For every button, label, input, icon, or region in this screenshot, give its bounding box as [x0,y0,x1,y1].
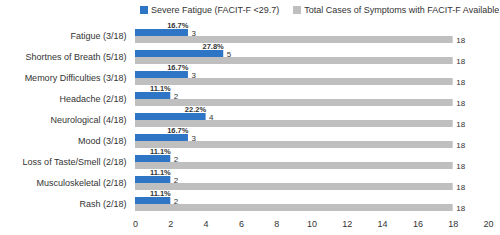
svg-text:4: 4 [209,113,214,122]
svg-text:11.1%: 11.1% [150,147,171,156]
svg-text:18: 18 [456,99,465,108]
html-text:Total Cases of Symptoms with F: Total Cases of Symptoms with FACIT-F Ava… [304,4,500,15]
svg-text:16.7%: 16.7% [167,63,189,72]
svg-text:18: 18 [456,36,465,45]
svg-text:10: 10 [307,219,317,229]
svg-text:18: 18 [456,204,465,213]
svg-text:22.2%: 22.2% [185,105,207,114]
svg-text:Fatigue (3/18): Fatigue (3/18) [70,31,126,41]
svg-text:20: 20 [483,219,493,229]
svg-text:6: 6 [239,219,244,229]
svg-text:Loss of Taste/Smell (2/18): Loss of Taste/Smell (2/18) [23,157,127,167]
svg-text:16.7%: 16.7% [167,126,189,135]
svg-text:0: 0 [133,219,138,229]
svg-text:18: 18 [456,141,465,150]
svg-text:18: 18 [456,162,465,171]
svg-text:11.1%: 11.1% [150,168,171,177]
svg-text:11.1%: 11.1% [150,189,171,198]
svg-text:2: 2 [174,92,179,101]
svg-text:2: 2 [174,176,179,185]
svg-text:3: 3 [191,71,196,80]
svg-text:3: 3 [191,134,196,143]
html-text:Severe Fatigue (FACIT-F <29.7): Severe Fatigue (FACIT-F <29.7) [151,4,280,15]
svg-text:18: 18 [456,183,465,192]
svg-text:12: 12 [342,219,352,229]
svg-text:2: 2 [174,155,179,164]
svg-text:Memory Difficulties (3/18): Memory Difficulties (3/18) [25,73,127,83]
svg-text:18: 18 [456,78,465,87]
svg-text:Shortnes of Breath (5/18): Shortnes of Breath (5/18) [25,52,126,62]
svg-text:16: 16 [413,219,423,229]
svg-text:16.7%: 16.7% [167,21,189,30]
svg-text:Musculoskeletal (2/18): Musculoskeletal (2/18) [36,178,126,188]
svg-text:3: 3 [191,29,196,38]
svg-text:18: 18 [448,219,458,229]
svg-text:2: 2 [168,219,173,229]
svg-text:Rash (2/18): Rash (2/18) [79,199,126,209]
svg-text:18: 18 [456,120,465,129]
svg-text:Neurological (4/18): Neurological (4/18) [50,115,126,125]
svg-text:18: 18 [456,57,465,66]
svg-text:11.1%: 11.1% [150,84,171,93]
svg-text:Headache (2/18): Headache (2/18) [59,94,126,104]
svg-text:27.8%: 27.8% [202,42,224,51]
svg-text:2: 2 [174,197,179,206]
svg-text:Mood (3/18): Mood (3/18) [78,136,127,146]
svg-text:5: 5 [227,50,232,59]
svg-text:4: 4 [204,219,209,229]
svg-text:8: 8 [274,219,279,229]
svg-text:14: 14 [378,219,388,229]
